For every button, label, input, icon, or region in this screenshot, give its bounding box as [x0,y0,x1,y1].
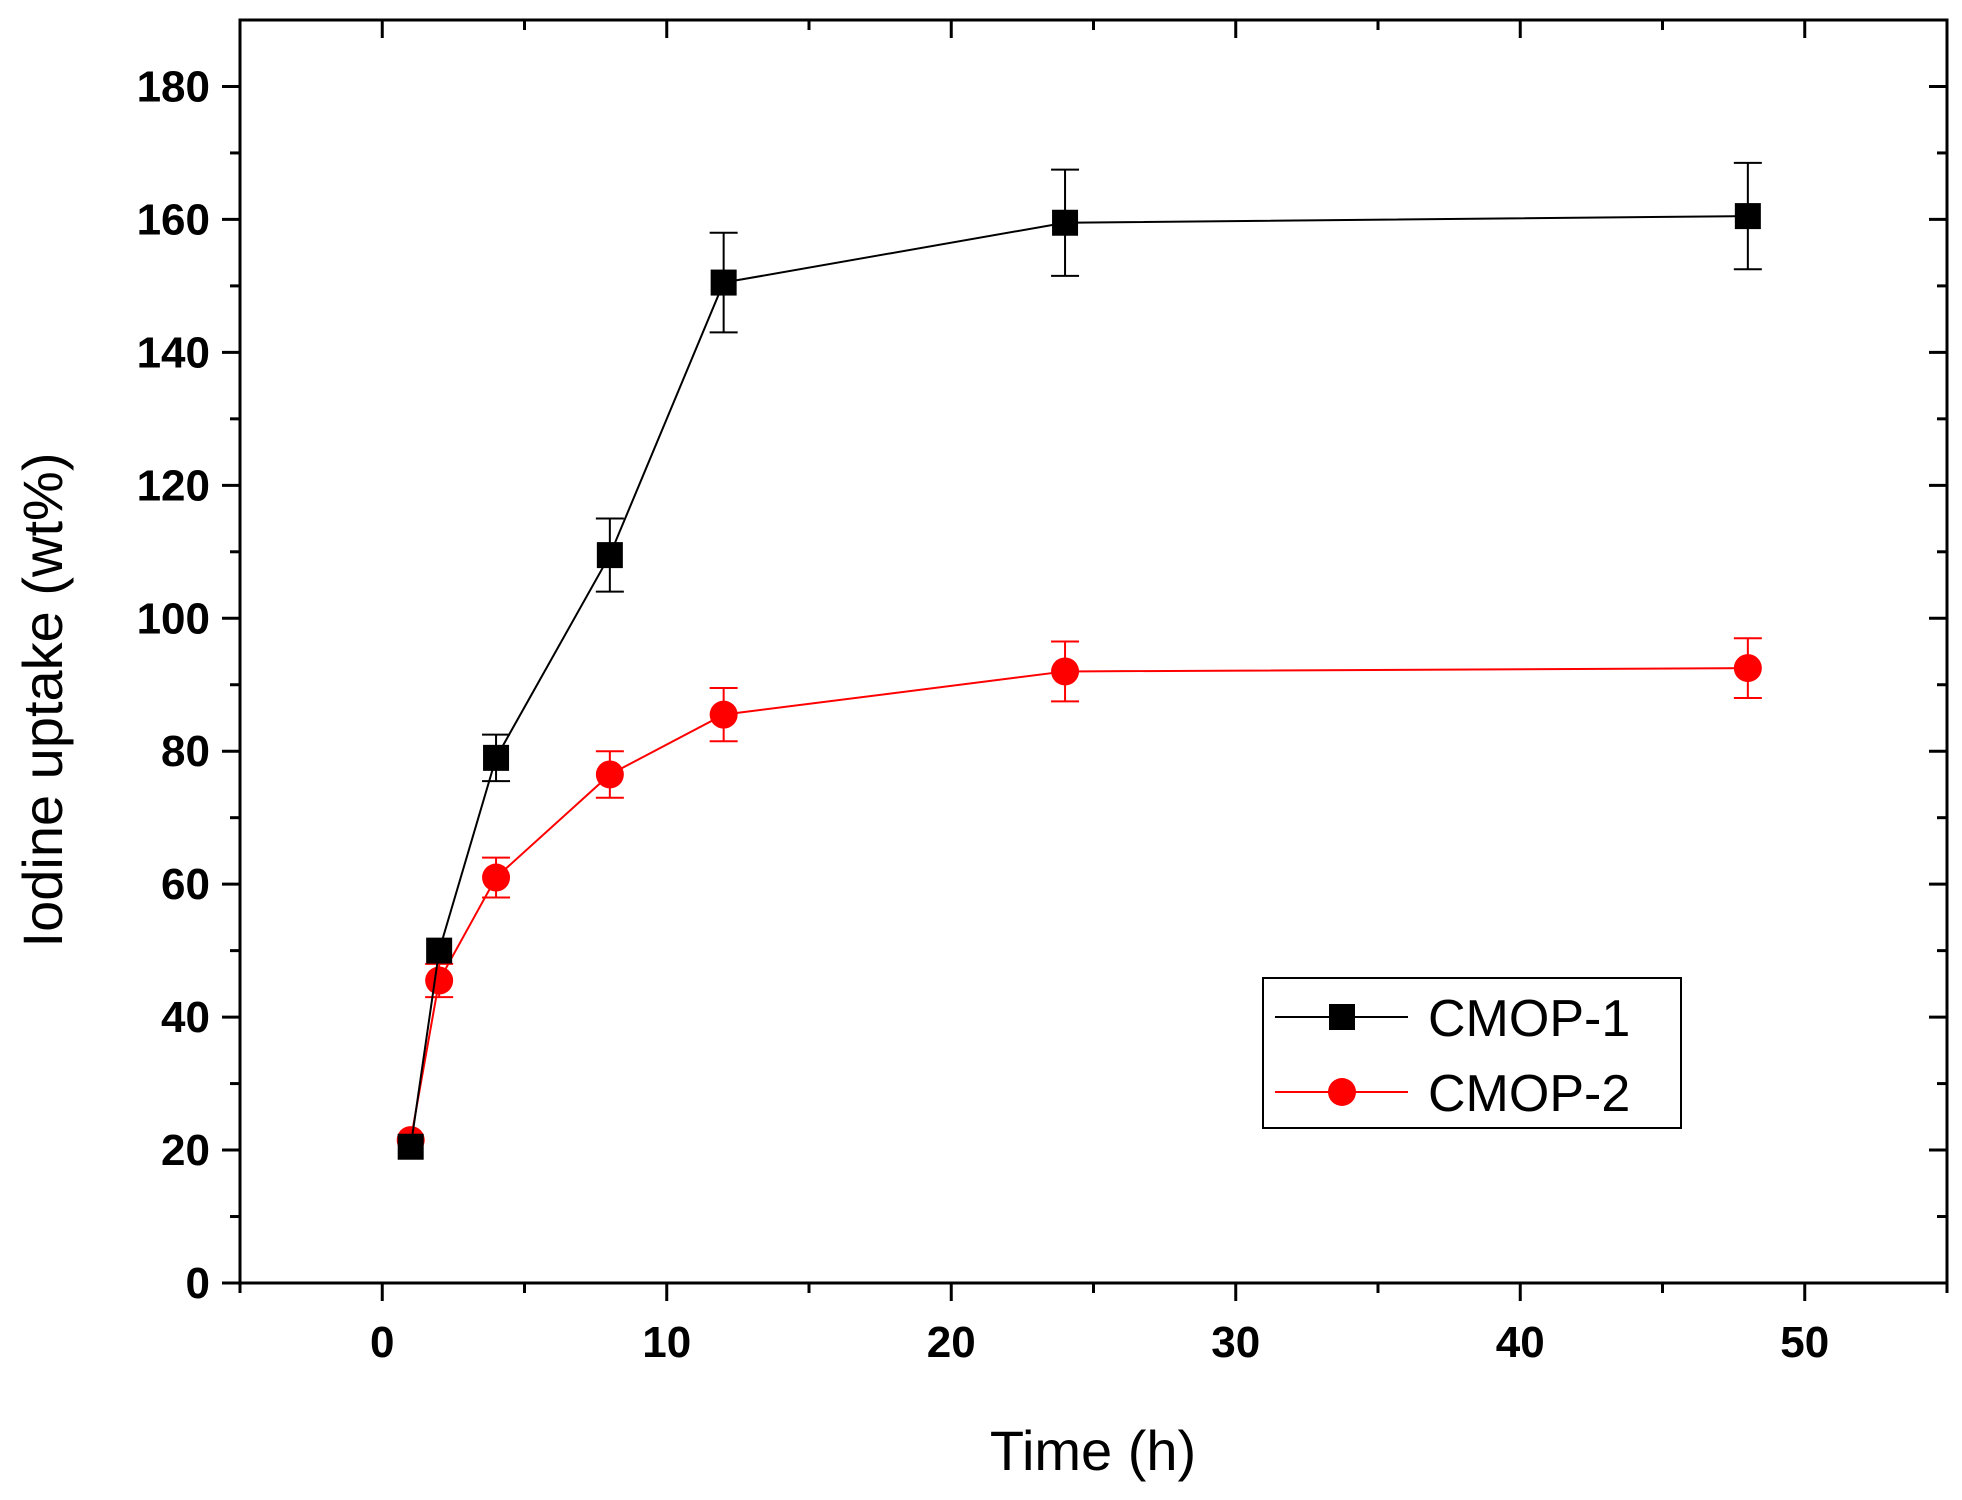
data-point [1733,654,1762,683]
data-point [1051,657,1080,686]
y-tick-label: 120 [137,461,210,510]
series-cmop-1 [397,161,1762,1160]
legend-label: CMOP-1 [1428,990,1630,1048]
data-point [595,760,624,789]
legend-item-cmop-2: CMOP-2 [1275,1065,1630,1123]
x-tick-label: 0 [370,1318,394,1367]
y-tick-label: 20 [161,1126,210,1175]
legend-marker [1328,1078,1356,1106]
y-tick-label: 0 [186,1259,210,1308]
data-point [709,700,738,729]
x-tick-label: 50 [1780,1318,1829,1367]
y-tick-label: 100 [137,594,210,643]
y-tick-label: 80 [161,727,210,776]
y-tick-label: 40 [161,993,210,1042]
legend-label: CMOP-2 [1428,1065,1630,1123]
x-tick-label: 40 [1496,1318,1545,1367]
y-tick-label: 60 [161,860,210,909]
data-point [426,937,453,964]
data-point [482,863,511,892]
legend-item-cmop-1: CMOP-1 [1275,990,1630,1048]
legend-marker [1329,1004,1355,1030]
y-tick-label: 140 [137,328,210,377]
legend: CMOP-1 CMOP-2 [1262,977,1682,1129]
data-point [596,542,623,569]
x-tick-label: 20 [927,1318,976,1367]
plot-frame [238,18,1949,1285]
data-point [425,966,454,995]
data-point [397,1133,424,1160]
legend-box [1262,977,1682,1129]
y-axis-label: Iodine uptake (wt%) [11,453,74,948]
y-tick-label: 180 [137,62,210,111]
y-tick-label: 160 [137,195,210,244]
data-point [483,744,510,771]
x-tick-label: 30 [1211,1318,1260,1367]
x-axis-label: Time (h) [990,1419,1196,1482]
x-tick-label: 10 [642,1318,691,1367]
data-point [710,269,737,296]
data-point [1052,209,1079,236]
data-point [1734,203,1761,230]
